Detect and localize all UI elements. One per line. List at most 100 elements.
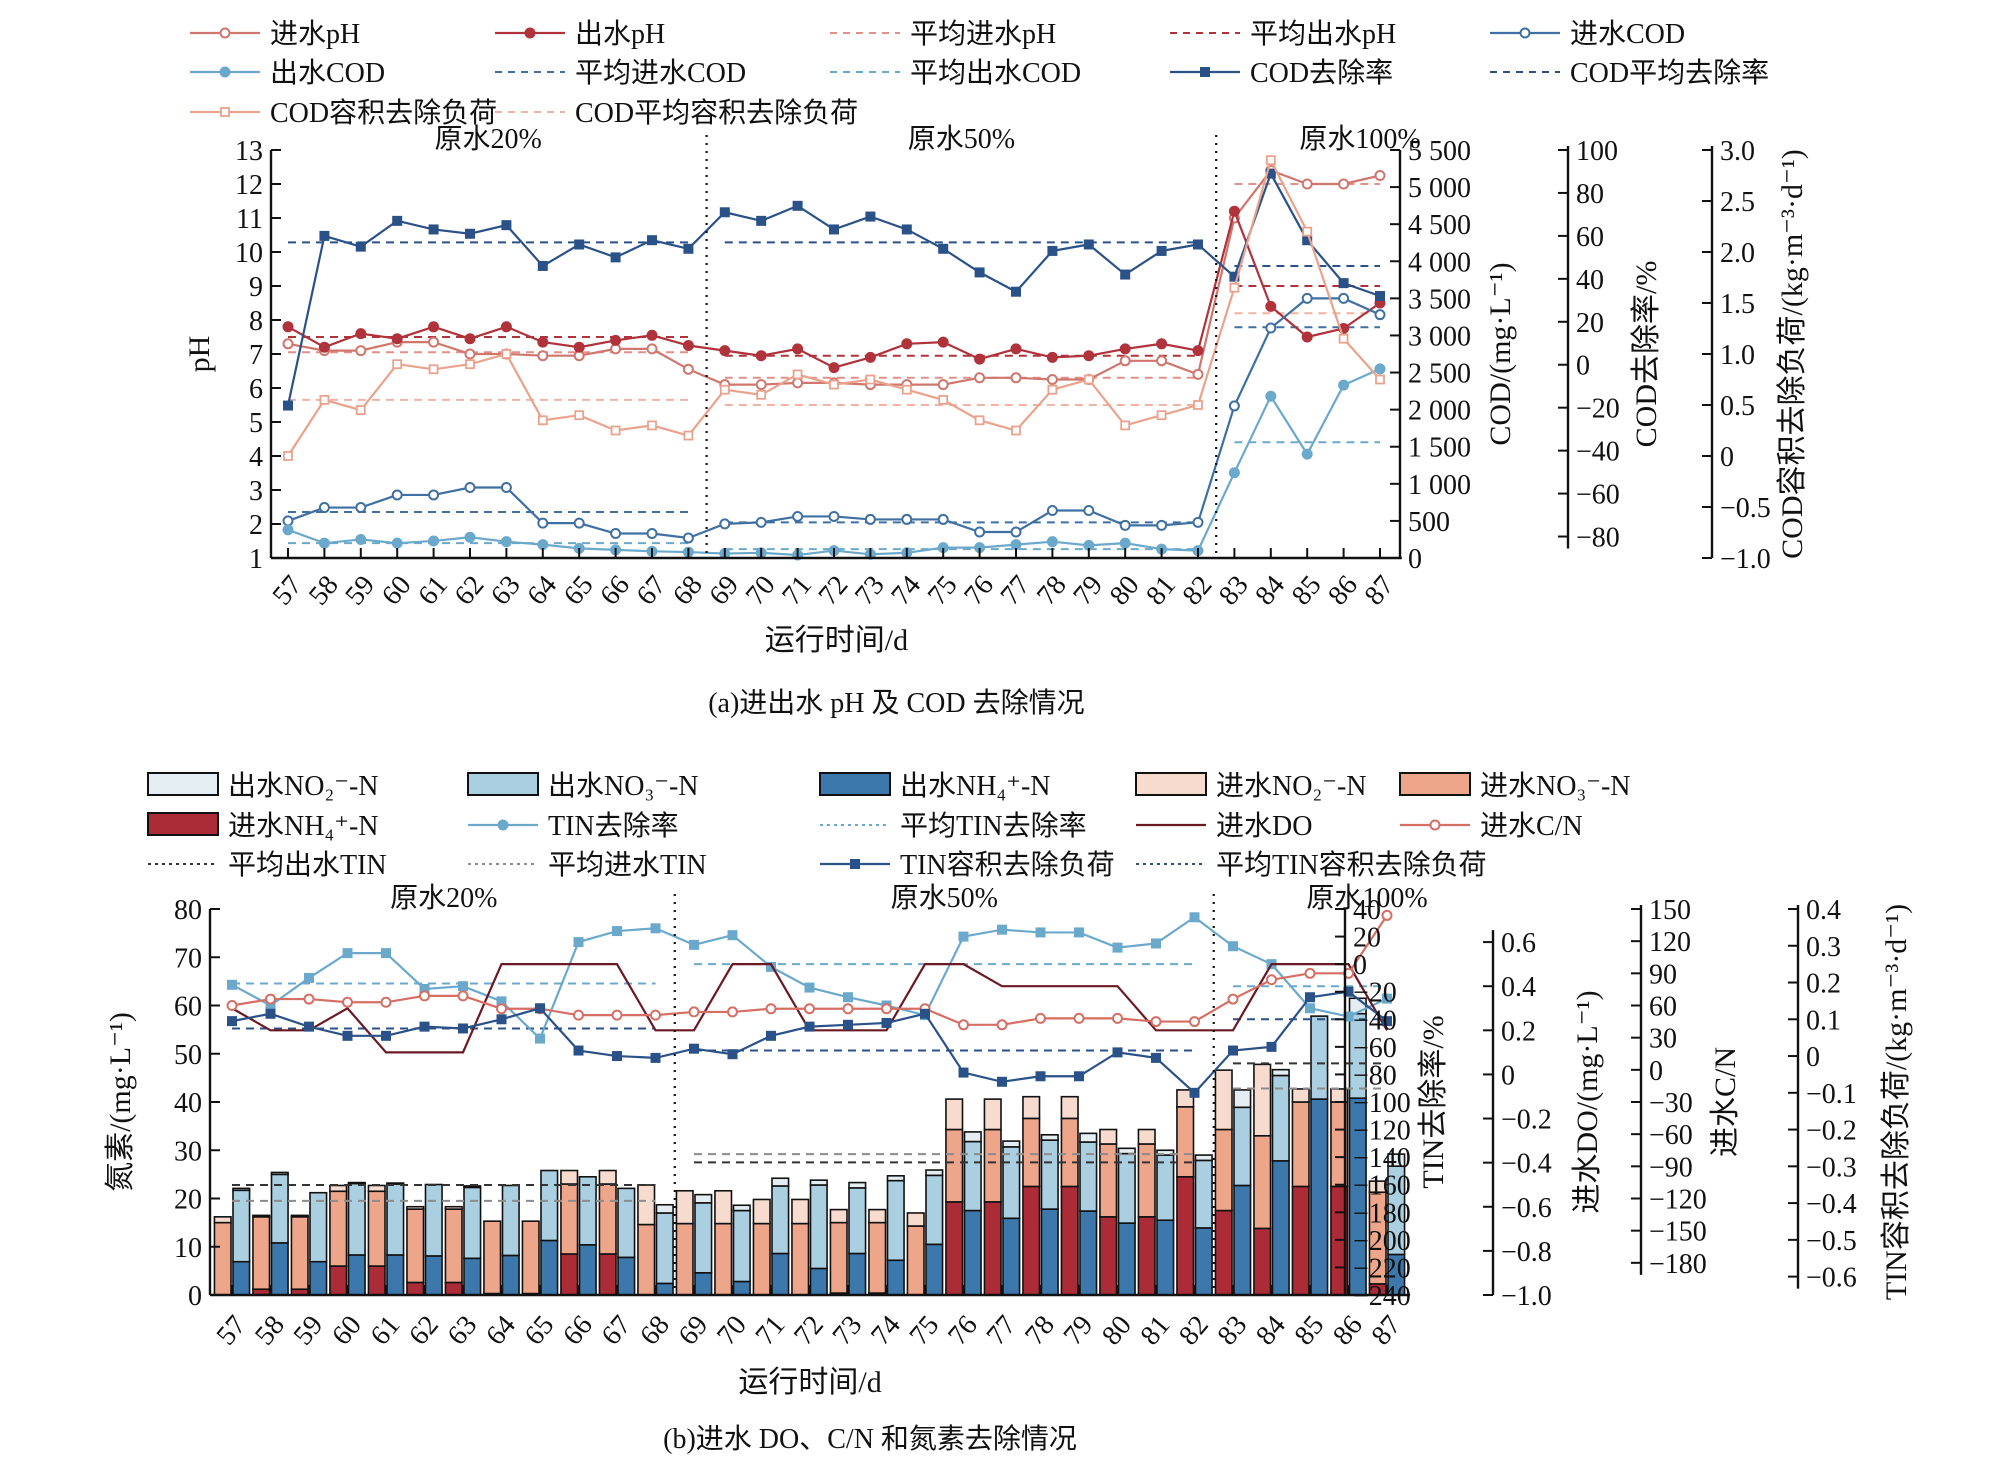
- data-point: [500, 321, 512, 333]
- legend-swatch: [1135, 772, 1207, 796]
- x-tick-label: 71: [750, 1310, 792, 1351]
- influent-bar-stack: [829, 1208, 848, 1296]
- effluent-bar-segment: [1040, 1134, 1059, 1141]
- effluent-bar-stack: [694, 1193, 713, 1296]
- effluent-bar-stack: [270, 1171, 289, 1296]
- x-tick-label: 62: [449, 570, 491, 611]
- effluent-bar-segment: [1156, 1154, 1175, 1222]
- series-line: [287, 297, 1381, 540]
- legend-swatch: [819, 772, 891, 796]
- data-point: [937, 336, 949, 348]
- influent-bar-segment: [906, 1225, 925, 1296]
- influent-bar-segment: [983, 1128, 1002, 1203]
- influent-bar-segment: [983, 1201, 1002, 1296]
- x-tick-label: 87: [1366, 1310, 1408, 1351]
- influent-bar-segment: [829, 1208, 848, 1224]
- legend-swatch: [147, 772, 219, 796]
- influent-bar-segment: [406, 1208, 425, 1284]
- effluent-bar-segment: [1117, 1152, 1136, 1224]
- data-point: [226, 1000, 238, 1011]
- left-axis-label: 氮素/(mg·L⁻¹): [104, 1012, 137, 1192]
- effluent-bar-segment: [694, 1272, 713, 1296]
- influent-bar-segment: [444, 1208, 463, 1284]
- data-point: [1227, 993, 1239, 1005]
- right-axis-tick-label: −90: [1649, 1152, 1693, 1183]
- right-axis-tick-label: 1 500: [1408, 433, 1471, 464]
- right-axis-tick-label: 2 000: [1408, 396, 1471, 427]
- data-point: [829, 379, 839, 390]
- data-point: [756, 389, 767, 400]
- effluent-bar-segment: [463, 1186, 482, 1260]
- data-point: [1083, 374, 1094, 385]
- left-axis-tick-label: 5: [249, 408, 263, 439]
- x-tick-label: 66: [557, 1310, 599, 1351]
- x-tick-label: 70: [740, 570, 782, 611]
- legend-item: 平均出水TIN: [148, 849, 387, 881]
- effluent-bar-stack: [501, 1184, 520, 1296]
- effluent-bar-segment: [501, 1254, 520, 1296]
- data-point: [419, 990, 430, 1002]
- legend-label: 出水pH: [575, 18, 665, 50]
- data-point: [419, 983, 430, 994]
- right-axis-label-2: 进水DO/(mg·L⁻¹): [1571, 990, 1604, 1213]
- right-axis-tick-label: 120: [1649, 927, 1691, 958]
- effluent-bar-segment: [655, 1212, 674, 1285]
- data-point: [997, 1076, 1007, 1087]
- legend-label: 进水NO₃⁻-N: [1480, 770, 1631, 802]
- data-point: [501, 349, 512, 359]
- x-tick-label: 59: [288, 1310, 330, 1351]
- effluent-bar-segment: [1310, 1015, 1329, 1100]
- influent-bar-segment: [714, 1189, 733, 1225]
- data-point: [1156, 410, 1167, 421]
- effluent-bar-segment: [809, 1179, 828, 1186]
- legend-item: 平均TIN容积去除负荷: [1136, 849, 1487, 881]
- data-point: [1189, 1087, 1200, 1098]
- effluent-bar-segment: [1079, 1132, 1098, 1143]
- effluent-bar-segment: [270, 1242, 289, 1296]
- influent-bar-stack: [444, 1205, 463, 1296]
- phase-label: 原水50%: [908, 123, 1015, 155]
- legend-item: 进水NO₃⁻-N: [1399, 770, 1631, 802]
- right-axis-tick-label: −0.4: [1501, 1149, 1552, 1180]
- influent-bar-stack: [868, 1208, 887, 1296]
- data-point: [865, 374, 876, 385]
- right-axis-tick-label: 5 000: [1408, 173, 1471, 204]
- left-axis-tick-label: 60: [174, 992, 202, 1023]
- data-point: [1382, 1016, 1392, 1027]
- legend-label: 进水C/N: [1480, 810, 1583, 842]
- data-point: [974, 353, 986, 365]
- right-axis-tick-label: −40: [1576, 437, 1620, 468]
- data-point: [227, 979, 237, 990]
- right-axis-tick-label: −20: [1576, 394, 1620, 425]
- x-tick-label: 81: [1140, 570, 1182, 611]
- data-point: [500, 536, 512, 548]
- influent-bar-stack: [329, 1184, 348, 1296]
- data-point: [792, 200, 803, 211]
- data-point: [1192, 345, 1204, 357]
- effluent-bar-segment: [578, 1244, 597, 1296]
- effluent-bar-stack: [1348, 997, 1367, 1296]
- influent-bar-segment: [1022, 1095, 1041, 1120]
- data-point: [958, 931, 969, 942]
- effluent-bar-segment: [463, 1257, 482, 1296]
- data-point: [391, 333, 403, 345]
- right-axis-tick-label: 20: [1353, 923, 1381, 954]
- right-axis-tick-label: 0.5: [1720, 391, 1755, 422]
- effluent-bar-segment: [1233, 1184, 1252, 1296]
- left-axis-tick-label: 3: [249, 476, 263, 507]
- data-point: [901, 224, 912, 235]
- data-point: [1119, 343, 1131, 355]
- x-tick-label: 57: [267, 570, 309, 611]
- data-point: [1338, 178, 1350, 190]
- left-axis-tick-label: 12: [235, 170, 263, 201]
- data-point: [881, 1017, 892, 1028]
- data-point: [1010, 372, 1022, 384]
- influent-bar-segment: [1060, 1095, 1079, 1120]
- influent-bar-segment: [252, 1216, 271, 1291]
- effluent-bar-segment: [347, 1181, 366, 1185]
- effluent-bar-segment: [347, 1182, 366, 1256]
- legend-marker: [524, 27, 536, 39]
- influent-bar-segment: [1214, 1069, 1233, 1131]
- effluent-bar-segment: [1271, 1068, 1290, 1077]
- data-point: [719, 518, 731, 530]
